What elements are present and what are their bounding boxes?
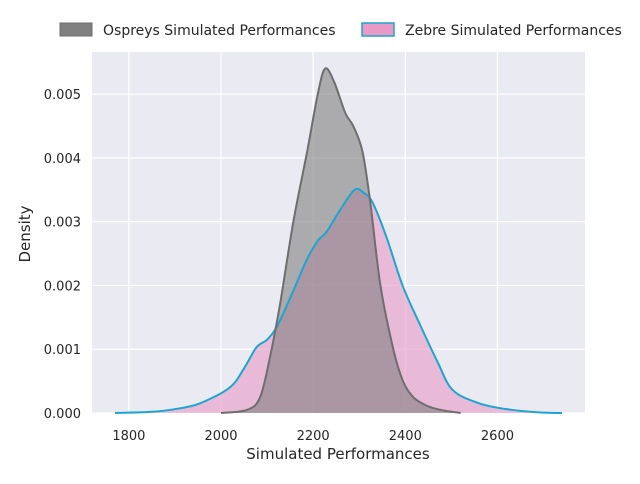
series-line-1 [115,187,562,414]
series-line-0 [220,67,461,414]
y-axis-label: Density [16,205,34,262]
y-tick-label: 0.001 [44,343,81,358]
y-tick-label: 0.002 [44,279,81,294]
y-tick-label: 0.000 [44,407,81,422]
legend-label-ospreys: Ospreys Simulated Performances [103,23,336,39]
x-axis-label: Simulated Performances [246,445,430,463]
legend: Ospreys Simulated Performances Zebre Sim… [59,22,622,39]
series-group [115,67,562,414]
x-tick-label: 2200 [297,429,330,444]
y-tick-label: 0.005 [44,88,81,103]
legend-swatch-ospreys [59,22,93,37]
x-tick-label: 2000 [204,429,237,444]
x-tick-label: 2400 [389,429,422,444]
y-tick-label: 0.003 [44,216,81,231]
x-tick-label: 1800 [112,429,145,444]
legend-swatch-zebre [361,22,395,37]
y-tick-label: 0.004 [44,152,81,167]
x-tick-label: 2600 [481,429,514,444]
ticks: 1800 2000 2200 2400 2600 0.000 0.001 0.002 0.003… [44,88,514,444]
series-fill-0 [221,68,461,413]
legend-label-zebre: Zebre Simulated Performances [405,23,622,39]
